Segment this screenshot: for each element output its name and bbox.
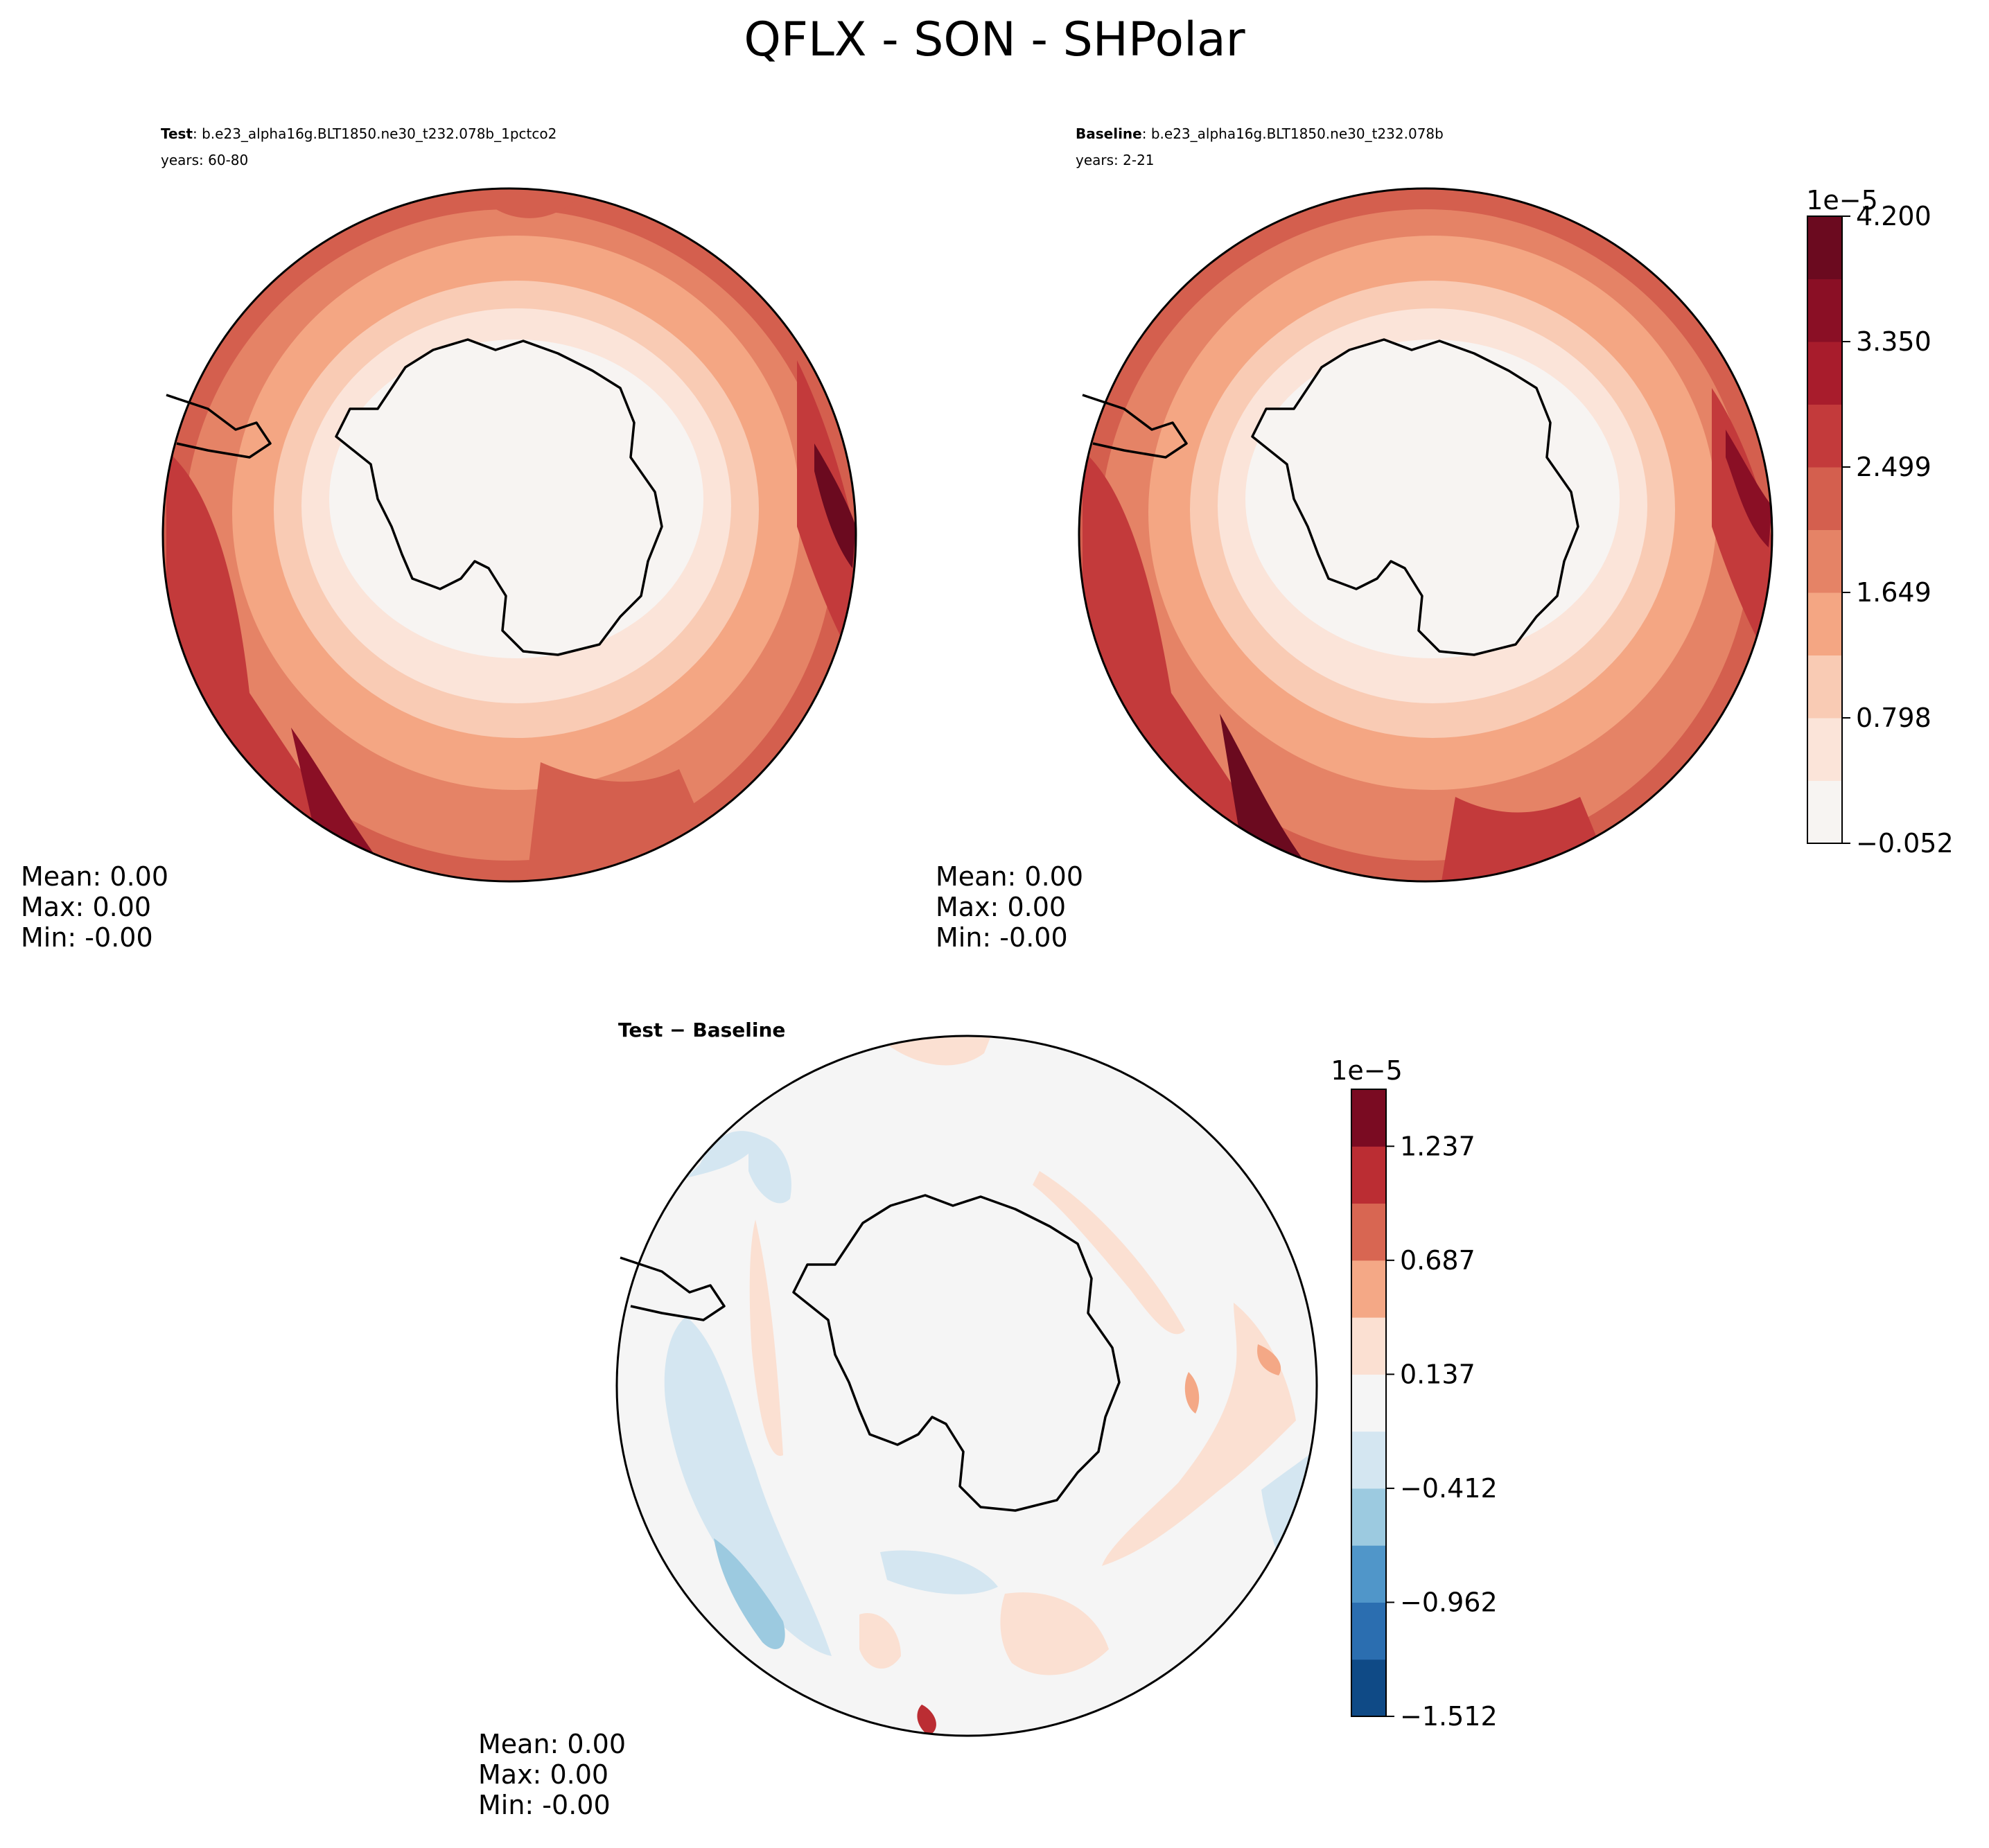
- test-label: Test: b.e23_alpha16g.BLT1850.ne30_t232.0…: [161, 125, 557, 142]
- diff-colorbar-color-band: [1351, 1374, 1386, 1432]
- baseline-max: Max: 0.00: [936, 892, 1066, 922]
- figure-title: QFLX - SON - SHPolar: [744, 12, 1245, 67]
- diff-colorbar-tick-label: −0.412: [1400, 1473, 1498, 1504]
- test-map-frame: [161, 187, 857, 883]
- baseline-min: Min: -0.00: [936, 922, 1068, 953]
- diff-min: Min: -0.00: [478, 1790, 611, 1820]
- diff-colorbar-tick-label: 0.687: [1400, 1245, 1475, 1276]
- main-colorbar-tick-label: 4.200: [1856, 201, 1931, 231]
- diff-colorbar-color-band: [1351, 1203, 1386, 1261]
- test-min: Min: -0.00: [21, 922, 153, 953]
- diff-mean: Mean: 0.00: [478, 1729, 626, 1759]
- diff-colorbar-color-band: [1351, 1146, 1386, 1204]
- test-label-bold: Test: [161, 125, 193, 142]
- baseline-map-frame: [1078, 187, 1773, 883]
- main-colorbar-color-band: [1807, 655, 1842, 719]
- main-colorbar-tick-label: −0.052: [1856, 828, 1954, 859]
- main-colorbar-color-band: [1807, 718, 1842, 781]
- baseline-label-bold: Baseline: [1076, 125, 1142, 142]
- main-colorbar-color-band: [1807, 529, 1842, 593]
- main-colorbar-color-band: [1807, 216, 1842, 279]
- test-years: years: 60-80: [161, 152, 248, 168]
- diff-colorbar-tick-label: 1.237: [1400, 1131, 1475, 1161]
- test-label-case: : b.e23_alpha16g.BLT1850.ne30_t232.078b_…: [193, 125, 557, 142]
- diff-map-frame: [615, 1035, 1318, 1737]
- diff-colorbar-color-band: [1351, 1260, 1386, 1318]
- diff-map: [617, 1036, 1317, 1736]
- diff-colorbar-tick-label: −0.962: [1400, 1587, 1498, 1617]
- main-colorbar-tick-label: 0.798: [1856, 703, 1931, 733]
- south-america-coastline: [620, 1256, 726, 1321]
- diff-colorbar-tick-label: 0.137: [1400, 1359, 1475, 1389]
- diff-colorbar-color-band: [1351, 1431, 1386, 1489]
- main-colorbar-exponent: 1e−5: [1806, 185, 1878, 215]
- baseline-mean: Mean: 0.00: [936, 861, 1083, 892]
- diff-colorbar-color-band: [1351, 1317, 1386, 1375]
- baseline-panel: Baseline: b.e23_alpha16g.BLT1850.ne30_t2…: [936, 125, 1773, 953]
- main-colorbar-color-band: [1807, 780, 1842, 844]
- test-panel: Test: b.e23_alpha16g.BLT1850.ne30_t232.0…: [21, 125, 857, 953]
- diff-colorbar-color-band: [1351, 1602, 1386, 1660]
- south-america-coastline: [166, 394, 272, 459]
- diff-colorbar-color-band: [1351, 1545, 1386, 1603]
- main-colorbar-color-band: [1807, 404, 1842, 468]
- main-colorbar-tick-label: 1.649: [1856, 577, 1931, 608]
- main-colorbar-tick-label: 2.499: [1856, 452, 1931, 482]
- baseline-label: Baseline: b.e23_alpha16g.BLT1850.ne30_t2…: [1076, 125, 1444, 142]
- diff-colorbar-tick-label: −1.512: [1400, 1701, 1498, 1732]
- main-colorbar-color-band: [1807, 592, 1842, 655]
- baseline-years: years: 2-21: [1076, 152, 1155, 168]
- diff-colorbar-color-band: [1351, 1659, 1386, 1717]
- south-america-coastline: [1082, 394, 1188, 459]
- diff-colorbar-exponent: 1e−5: [1331, 1055, 1403, 1086]
- diff-colorbar-color-band: [1351, 1089, 1386, 1147]
- diff-label: Test − Baseline: [618, 1019, 785, 1041]
- diff-panel: Test − Baseline Mean: 0.00 Max: 0.00: [478, 1019, 1318, 1820]
- diff-colorbar: 1e−5 1.237 0.687 0.137 −0.412 −0.962 −1.512: [1331, 1055, 1497, 1732]
- diff-colorbar-color-band: [1351, 1488, 1386, 1546]
- main-colorbar-color-band: [1807, 279, 1842, 342]
- test-mean: Mean: 0.00: [21, 861, 168, 892]
- test-max: Max: 0.00: [21, 892, 151, 922]
- main-colorbar-tick-label: 3.350: [1856, 326, 1931, 357]
- diff-max: Max: 0.00: [478, 1759, 608, 1790]
- main-colorbar: 1e−5 4.200 3.350 2.499 1.649 0.798 −0.052: [1806, 185, 1953, 859]
- main-colorbar-color-band: [1807, 467, 1842, 530]
- main-colorbar-color-band: [1807, 342, 1842, 405]
- baseline-label-case: : b.e23_alpha16g.BLT1850.ne30_t232.078b: [1142, 125, 1444, 142]
